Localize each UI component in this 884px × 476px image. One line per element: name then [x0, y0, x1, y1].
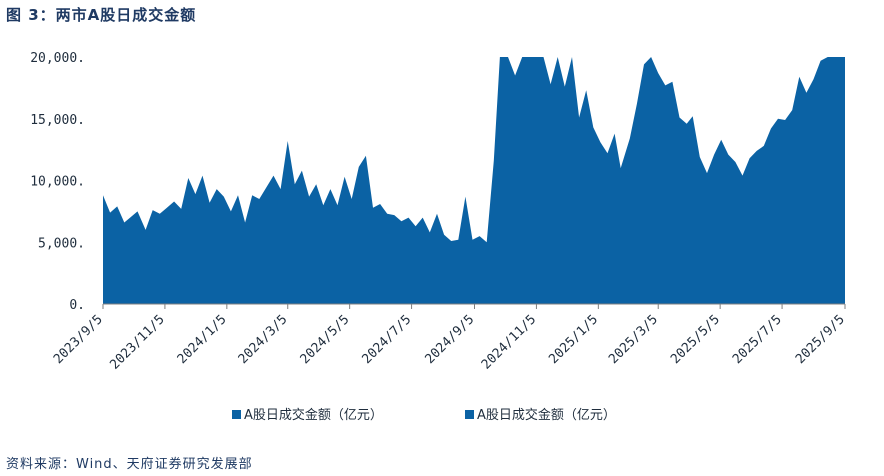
y-tick-label: 5,000. — [38, 236, 85, 251]
y-tick-label: 10,000. — [30, 175, 85, 190]
x-tick-label: 2024/3/5 — [236, 312, 291, 367]
x-tick-label: 2025/9/5 — [793, 312, 848, 367]
area-series-0 — [103, 57, 845, 304]
x-tick-label: 2025/1/5 — [546, 312, 601, 367]
x-tick-label: 2023/9/5 — [51, 312, 106, 367]
legend: A股日成交金额（亿元） A股日成交金额（亿元） — [232, 407, 616, 423]
x-tick-label: 2025/3/5 — [606, 312, 661, 367]
x-axis: 2023/9/5 2023/11/5 2024/1/5 2024/3/5 2024/5/… — [51, 303, 848, 373]
x-tick-label: 2024/9/5 — [422, 312, 477, 367]
legend-label: A股日成交金额（亿元） — [244, 407, 383, 423]
y-tick-label: 15,000. — [30, 113, 85, 128]
legend-swatch — [232, 410, 241, 419]
figure-title: 图 3：两市A股日成交金额 — [6, 6, 197, 24]
y-tick-label: 20,000. — [30, 51, 85, 66]
x-tick-label: 2025/7/5 — [730, 312, 785, 367]
x-tick-label: 2024/5/5 — [298, 312, 353, 367]
x-tick-label: 2025/5/5 — [668, 312, 723, 367]
source-note: 资料来源：Wind、天府证券研究发展部 — [6, 457, 253, 472]
legend-label: A股日成交金额（亿元） — [477, 407, 616, 423]
plot-area — [103, 57, 845, 304]
y-tick-label: 0. — [69, 298, 85, 313]
x-tick-label: 2024/1/5 — [175, 312, 230, 367]
x-tick-label: 2023/11/5 — [107, 312, 167, 372]
legend-swatch — [465, 410, 474, 419]
y-axis: 0. 5,000. 10,000. 15,000. 20,000. — [30, 51, 85, 313]
x-tick-label: 2024/11/5 — [479, 312, 539, 372]
x-tick-label: 2024/7/5 — [360, 312, 415, 367]
